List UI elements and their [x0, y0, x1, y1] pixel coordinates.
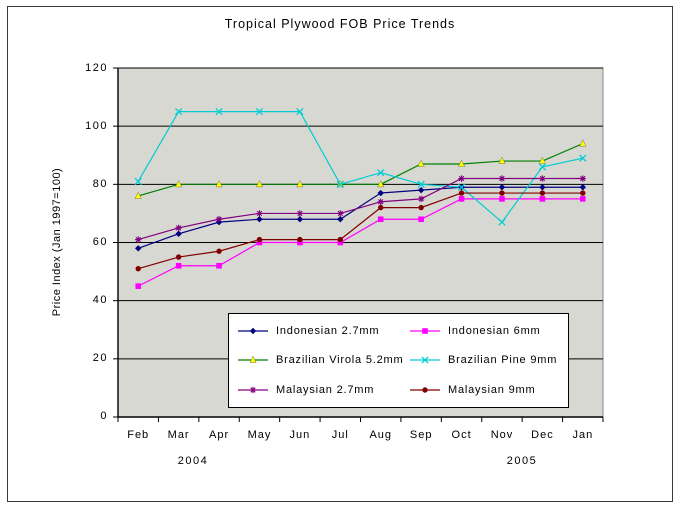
legend-label: Indonesian 6mm	[448, 324, 541, 337]
x-tick-label: May	[247, 429, 272, 441]
x-tick-label: Apr	[208, 429, 230, 441]
y-axis-title: Price Index (Jan 1997=100)	[51, 167, 63, 317]
x-tick-label: Dec	[531, 429, 554, 441]
chart-title: Tropical Plywood FOB Price Trends	[224, 17, 456, 31]
x-tick-label: Feb	[127, 429, 150, 441]
legend-item-malaysian-2-7mm: Malaysian 2.7mm	[237, 375, 409, 405]
x-tick-label: Jun	[289, 429, 311, 441]
legend-label: Malaysian 2.7mm	[276, 384, 375, 397]
legend-label: Malaysian 9mm	[448, 384, 536, 397]
legend-swatch-indonesian-2-7mm	[238, 327, 268, 335]
x-tick-label: Sep	[409, 429, 433, 441]
y-tick-label: 20	[92, 352, 108, 364]
legend-swatch-malaysian-9mm	[410, 387, 440, 393]
y-tick-label: 120	[85, 62, 108, 74]
legend-label: Brazilian Virola 5.2mm	[276, 354, 404, 367]
x-tick-label: Jan	[572, 429, 594, 441]
legend-item-brazilian-virola-5-2mm: Brazilian Virola 5.2mm	[237, 346, 409, 376]
y-tick-label: 80	[92, 178, 108, 190]
x-tick-label: Nov	[490, 429, 514, 441]
legend-swatch-brazilian-virola-5-2mm	[238, 356, 268, 364]
legend-swatch-malaysian-2-7mm	[238, 386, 268, 394]
legend-item-indonesian-2-7mm: Indonesian 2.7mm	[237, 316, 409, 346]
y-tick-label: 60	[92, 236, 108, 248]
y-tick-label: 40	[92, 294, 108, 306]
x-tick-label: Oct	[451, 429, 472, 441]
legend-item-indonesian-6mm: Indonesian 6mm	[409, 316, 568, 346]
x-tick-label: Jul	[331, 429, 349, 441]
legend-swatch-indonesian-6mm	[410, 328, 440, 334]
year-label-2005: 2005	[506, 455, 538, 467]
x-axis-month-labels: Feb Mar Apr May Jun Jul Aug Sep Oct Nov …	[118, 429, 603, 441]
legend-label: Indonesian 2.7mm	[276, 324, 380, 337]
y-tick-label: 100	[85, 120, 108, 132]
legend-label: Brazilian Pine 9mm	[448, 354, 558, 367]
legend-item-brazilian-pine-9mm: Brazilian Pine 9mm	[409, 346, 568, 376]
year-label-2004: 2004	[177, 455, 209, 467]
legend-swatch-brazilian-pine-9mm	[410, 356, 440, 365]
x-tick-label: Mar	[167, 429, 190, 441]
chart-legend: Indonesian 2.7mm Indonesian 6mm Brazilia…	[228, 313, 569, 408]
legend-item-malaysian-9mm: Malaysian 9mm	[409, 375, 568, 405]
y-tick-label: 0	[100, 410, 108, 422]
x-tick-label: Aug	[369, 429, 393, 441]
